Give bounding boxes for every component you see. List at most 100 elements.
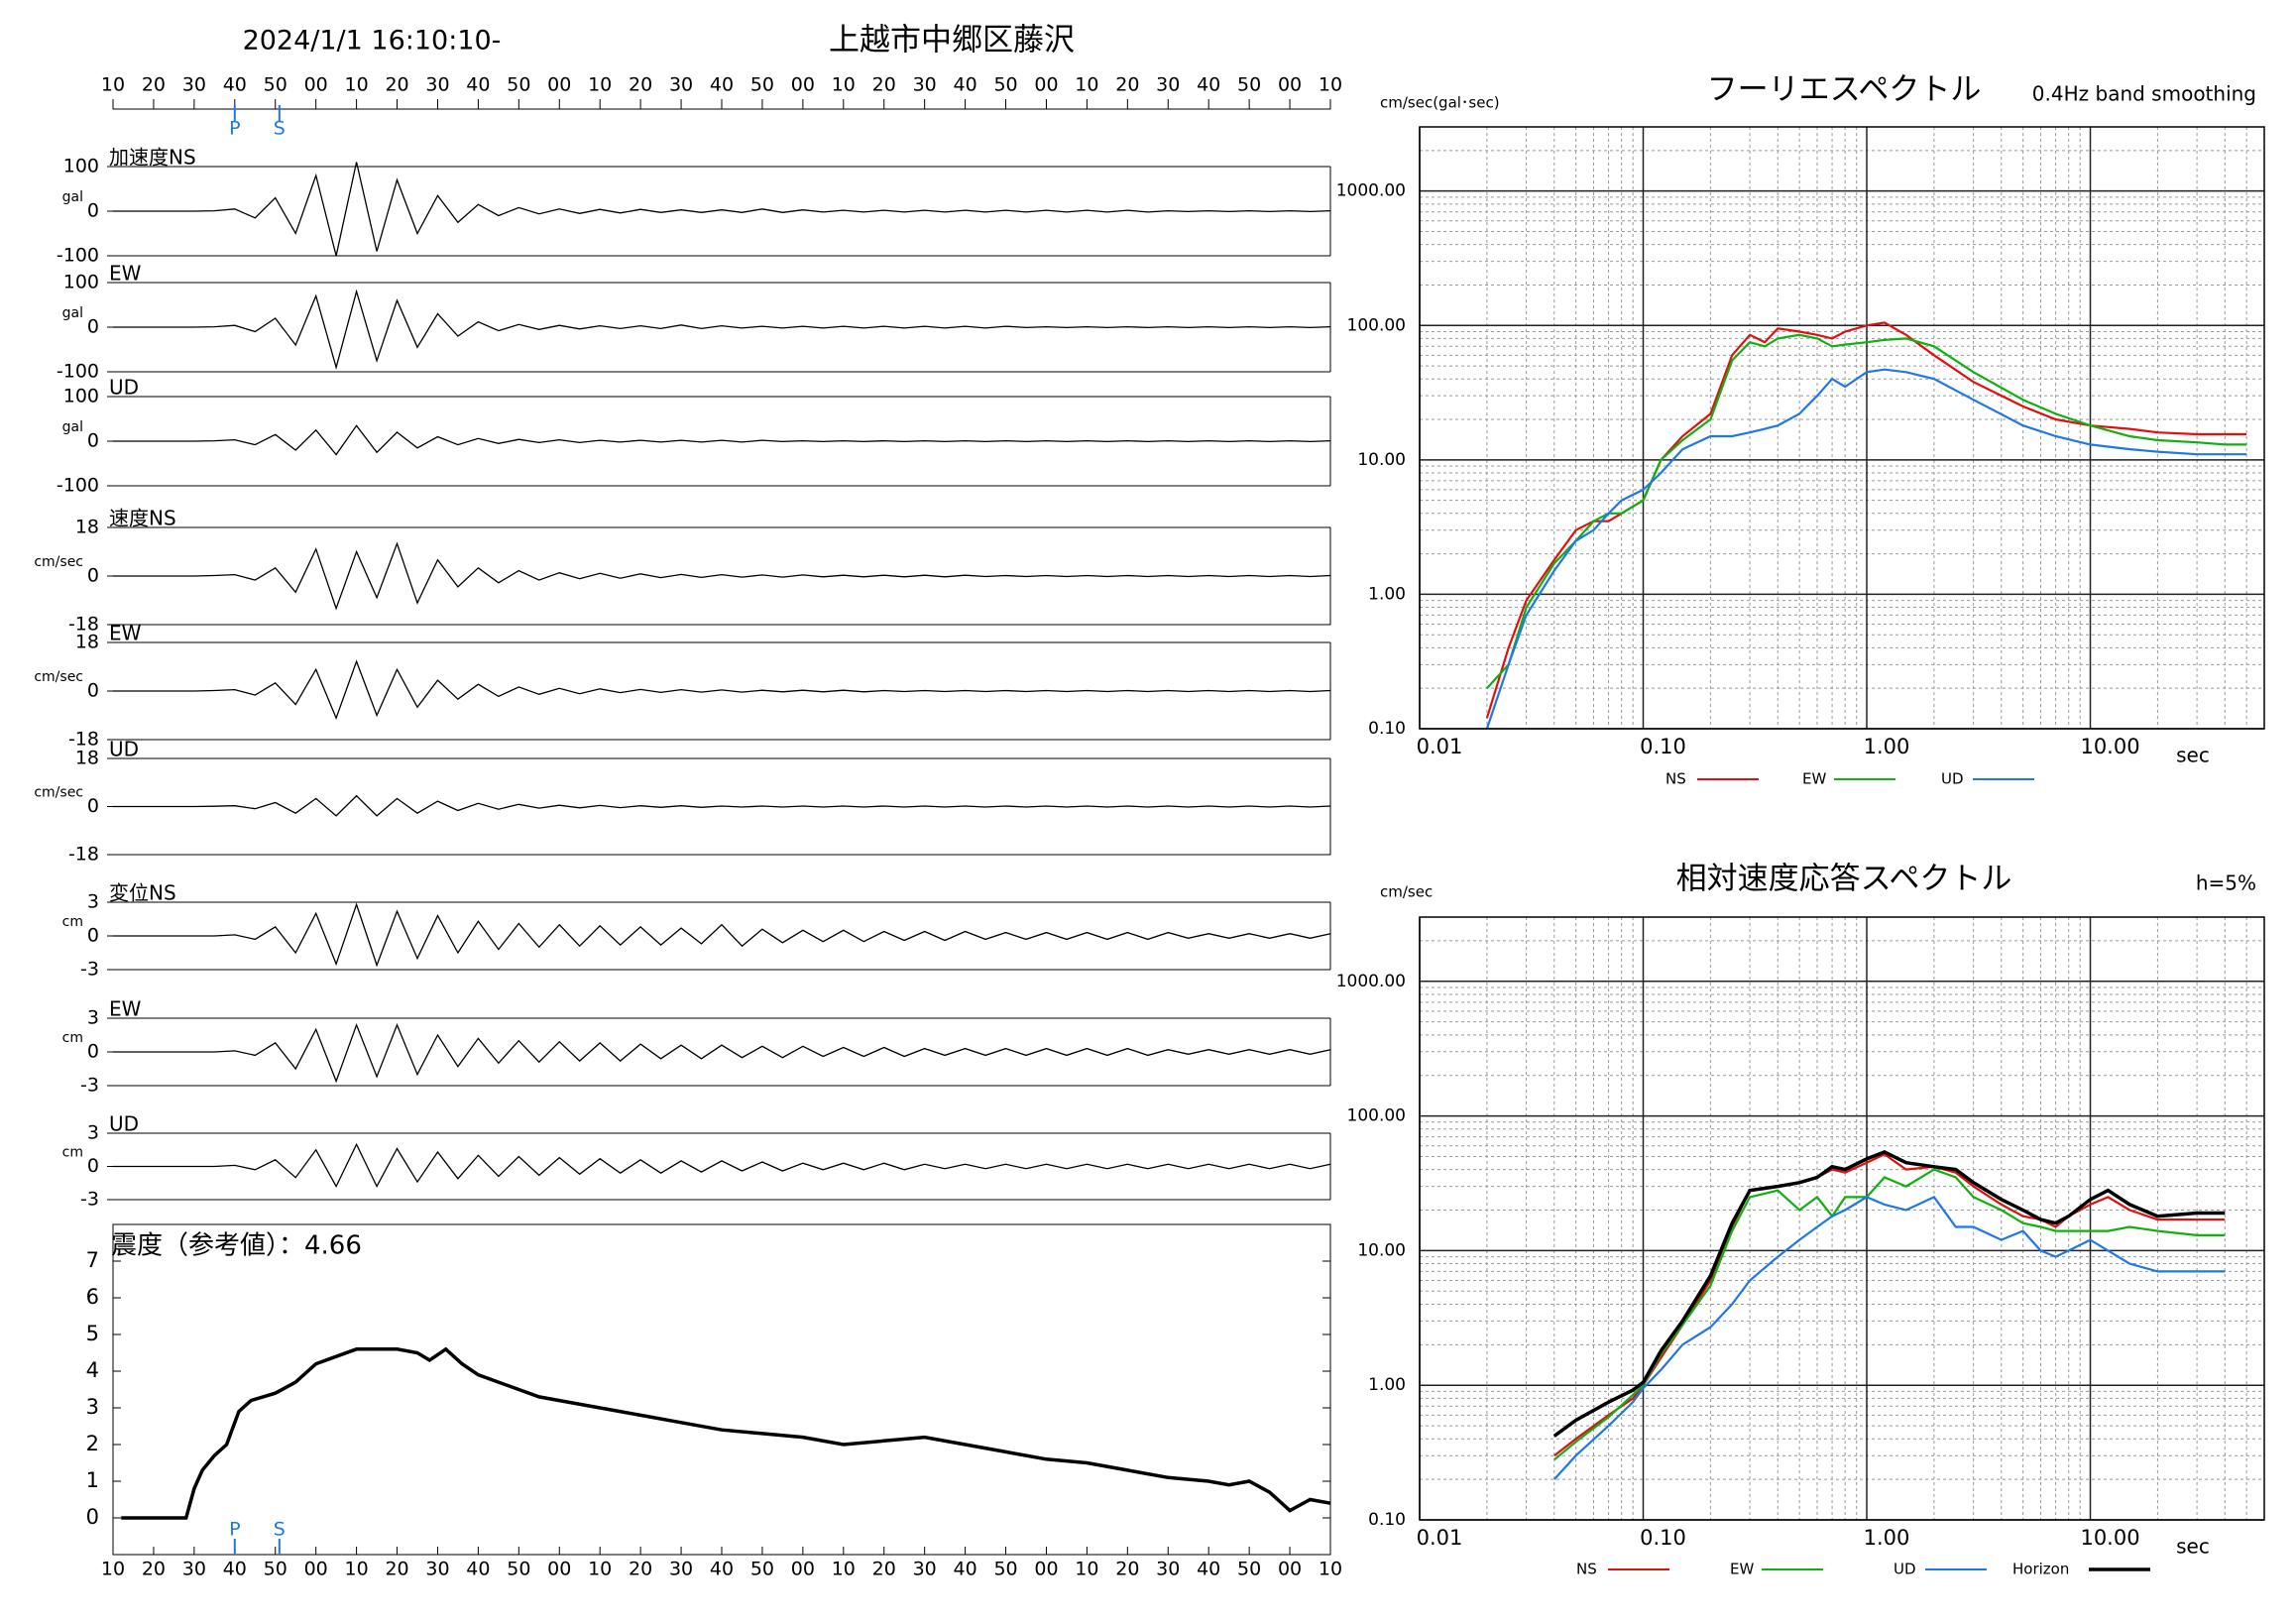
x-tick-label: 40: [1197, 74, 1220, 96]
x-tick-label: 10: [588, 74, 612, 96]
waveform: [113, 424, 1331, 456]
x-tick-label: 40: [954, 1559, 977, 1580]
y-tick-label: -18: [68, 729, 99, 751]
y-tick-label: 10.00: [1357, 1240, 1406, 1260]
x-tick-label: 40: [466, 74, 490, 96]
x-tick-label: 30: [425, 74, 449, 96]
spectrum-line: [1552, 1149, 2226, 1438]
x-tick-label: 10: [832, 74, 856, 96]
y-tick-label: 3: [87, 1122, 99, 1144]
x-tick-label: 0.01: [1417, 1526, 1463, 1550]
series-name: 速度NS: [109, 507, 176, 530]
unit-label: cm/sec: [34, 785, 83, 801]
x-tick-label: 00: [1034, 1559, 1058, 1580]
subtitle: 2024/1/1 16:10:10-: [243, 26, 502, 57]
spectrum-line: [1553, 1168, 2226, 1461]
intensity-line: [121, 1346, 1331, 1520]
x-tick-label: 20: [872, 74, 896, 96]
x-tick-label: 10.00: [2080, 1526, 2139, 1550]
y-tick-label: 1.00: [1368, 1375, 1406, 1395]
x-tick-label: 50: [1237, 74, 1261, 96]
phase-label: P: [229, 118, 240, 140]
x-tick-label: 40: [954, 74, 977, 96]
x-tick-label: 50: [993, 74, 1017, 96]
y-tick-label: 0: [87, 795, 99, 817]
x-tick-label: 1.00: [1864, 735, 1910, 758]
y-tick-label: 1000.00: [1336, 181, 1406, 201]
y-axis-label: cm/sec: [1380, 883, 1433, 901]
x-tick-label: 20: [385, 74, 408, 96]
x-tick-label: 50: [750, 1559, 774, 1580]
x-tick-label: 40: [466, 1559, 490, 1580]
y-tick-label: 18: [75, 632, 99, 653]
x-tick-label: 30: [669, 1559, 693, 1580]
x-tick-label: 50: [264, 74, 287, 96]
x-tick-label: 00: [547, 1559, 571, 1580]
y-tick-label: 4: [86, 1358, 99, 1382]
chart-title: 相対速度応答スペクトル: [1676, 862, 2012, 897]
x-tick-label: 30: [913, 74, 937, 96]
x-tick-label: 00: [791, 1559, 815, 1580]
series-name: UD: [109, 1112, 139, 1136]
legend-label: EW: [1730, 1561, 1754, 1578]
y-tick-label: 2: [86, 1432, 99, 1455]
y-tick-label: -100: [57, 361, 99, 383]
unit-label: gal: [62, 305, 83, 321]
legend-label: UD: [1894, 1561, 1916, 1578]
x-tick-label: 50: [1237, 1559, 1261, 1580]
x-tick-label: 50: [507, 1559, 530, 1580]
chart-subtitle: h=5%: [2196, 871, 2256, 895]
x-tick-label: 30: [669, 74, 693, 96]
spectrum-line: [1553, 1152, 2226, 1457]
unit-label: gal: [62, 419, 83, 435]
x-tick-label: 20: [142, 74, 166, 96]
series-name: EW: [109, 622, 142, 645]
x-tick-label: 00: [791, 74, 815, 96]
series-name: UD: [109, 376, 139, 400]
y-tick-label: 0: [87, 316, 99, 338]
x-tick-label: 0.01: [1417, 735, 1463, 758]
x-tick-label: 00: [547, 74, 571, 96]
waveform: [113, 659, 1331, 720]
spectrum-line: [1485, 321, 2247, 719]
x-tick-label: 50: [750, 74, 774, 96]
y-tick-label: -3: [80, 959, 99, 981]
y-tick-label: 1000.00: [1336, 972, 1406, 991]
waveform: [113, 162, 1331, 257]
x-tick-label: 40: [223, 1559, 247, 1580]
waveform: [113, 289, 1331, 370]
x-tick-label: 10: [1075, 1559, 1098, 1580]
y-tick-label: -3: [80, 1075, 99, 1097]
x-tick-label: 20: [1115, 1559, 1139, 1580]
x-tick-label: 10: [1319, 74, 1342, 96]
legend-label: EW: [1802, 770, 1826, 788]
series-name: 変位NS: [109, 881, 176, 905]
x-tick-label: 40: [710, 74, 734, 96]
x-tick-label: 50: [993, 1559, 1017, 1580]
y-tick-label: -18: [68, 844, 99, 866]
y-tick-label: 7: [86, 1248, 99, 1272]
x-axis-label: sec: [2176, 744, 2210, 767]
y-tick-label: 0: [86, 1505, 99, 1529]
y-tick-label: 3: [86, 1395, 99, 1419]
x-tick-label: 10: [345, 74, 369, 96]
legend-label: Horizon: [2012, 1561, 2069, 1578]
y-tick-label: -3: [80, 1189, 99, 1211]
x-tick-label: 10: [832, 1559, 856, 1580]
x-tick-label: 10: [1075, 74, 1098, 96]
x-tick-label: 00: [304, 1559, 328, 1580]
chart-title: フーリエスペクトル: [1707, 72, 1982, 108]
y-tick-label: 100.00: [1347, 1106, 1406, 1126]
spectrum-line: [1552, 1196, 2226, 1480]
y-tick-label: 18: [75, 517, 99, 538]
x-tick-label: 20: [142, 1559, 166, 1580]
x-axis-label: sec: [2176, 1535, 2210, 1559]
x-tick-label: 30: [913, 1559, 937, 1580]
y-axis-label: cm/sec(gal･sec): [1380, 94, 1500, 112]
y-tick-label: 0: [87, 1041, 99, 1063]
y-tick-label: 3: [87, 1007, 99, 1029]
chart-title: 震度（参考値）：4.66: [111, 1231, 362, 1261]
legend-label: UD: [1941, 770, 1964, 788]
y-tick-label: 1.00: [1368, 584, 1406, 604]
